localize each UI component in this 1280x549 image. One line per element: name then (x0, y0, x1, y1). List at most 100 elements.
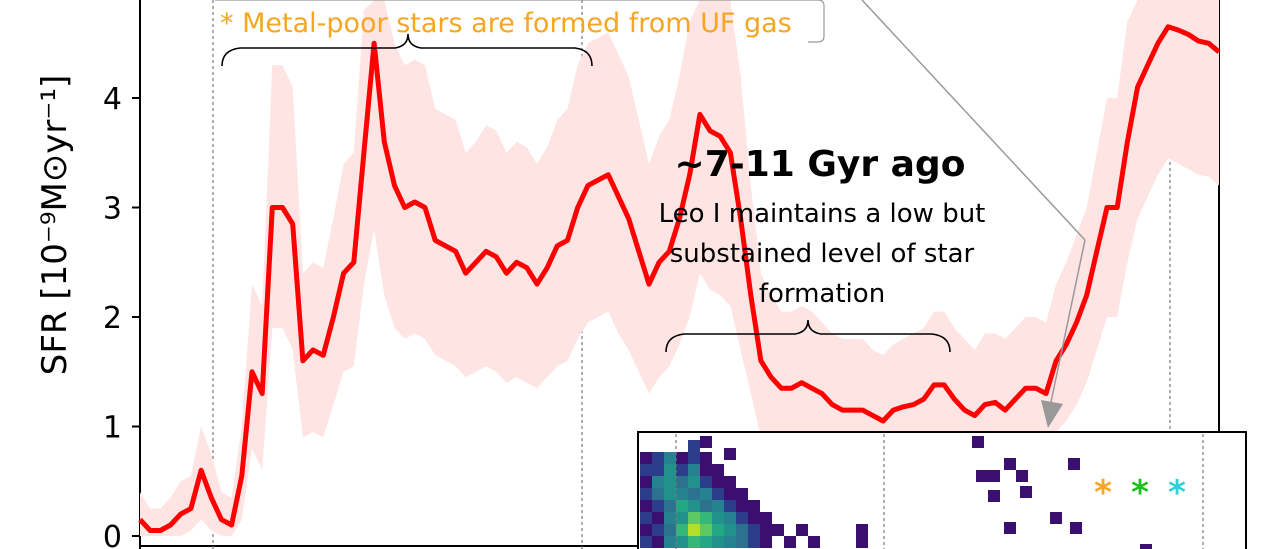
inset-density-cell (760, 524, 772, 536)
inset-density-cell (856, 536, 868, 548)
sfr-uncertainty-band (140, 0, 1219, 536)
inset-density-cell (688, 512, 700, 524)
inset-density-cell (772, 524, 784, 536)
inset-star-green: * (1131, 473, 1149, 513)
y-tick-label: 2 (103, 301, 122, 336)
inset-density-cell (676, 512, 688, 524)
inset-density-cell (676, 524, 688, 536)
inset-density-cell (664, 476, 676, 488)
inset-density-cell (712, 524, 724, 536)
inset-density-cell (700, 512, 712, 524)
inset-density-cell (688, 524, 700, 536)
inset-density-cell (700, 500, 712, 512)
description-line-1: Leo I maintains a low but (659, 199, 986, 229)
inset-density-cell (972, 436, 984, 448)
inset-density-map (640, 436, 1152, 549)
y-axis-label: SFR [10⁻⁹M⊙yr⁻¹] (35, 75, 75, 375)
inset-density-cell (664, 488, 676, 500)
inset-density-cell (652, 464, 664, 476)
inset-density-cell (688, 488, 700, 500)
inset-density-cell (676, 488, 688, 500)
inset-density-cell (640, 452, 652, 464)
inset-star-orange: * (1094, 473, 1112, 513)
inset-density-cell (1004, 458, 1016, 470)
description-line-3: formation (759, 279, 885, 309)
inset-density-cell (640, 524, 652, 536)
inset-density-cell (1070, 522, 1082, 534)
inset-density-cell (676, 476, 688, 488)
inset-density-cell (760, 512, 772, 524)
y-tick-label: 0 (103, 520, 122, 549)
inset-density-cell (640, 512, 652, 524)
inset-density-cell (748, 512, 760, 524)
inset-density-cell (712, 512, 724, 524)
inset-density-cell (736, 512, 748, 524)
inset-density-cell (640, 500, 652, 512)
note-label-box (215, 0, 825, 43)
inset-density-cell (1004, 522, 1016, 534)
inset-density-cell (724, 488, 736, 500)
inset-density-cell (712, 488, 724, 500)
inset-density-cell (724, 476, 736, 488)
inset-density-cell (640, 476, 652, 488)
inset-density-cell (736, 524, 748, 536)
inset-density-cell (784, 536, 796, 548)
inset-density-cell (724, 500, 736, 512)
inset-panel: * * * (637, 431, 1247, 549)
inset-density-cell (976, 470, 988, 482)
inset-density-cell (652, 524, 664, 536)
inset-density-cell (1020, 486, 1032, 498)
description-line-2: substained level of star (670, 239, 975, 269)
inset-density-cell (664, 452, 676, 464)
inset-density-cell (712, 536, 724, 548)
inset-density-cell (652, 512, 664, 524)
inset-density-cell (640, 488, 652, 500)
inset-density-cell (688, 464, 700, 476)
lower-brace (665, 319, 951, 353)
top-brace (221, 33, 593, 67)
inset-density-cell (700, 476, 712, 488)
inset-density-cell (712, 448, 724, 460)
inset-density-cell (676, 464, 688, 476)
period-title: ~7-11 Gyr ago (675, 144, 966, 185)
metal-poor-note: * Metal-poor stars are formed from UF ga… (220, 8, 792, 39)
pointer-line-2 (1050, 239, 1086, 403)
inset-density-cell (796, 524, 808, 536)
inset-density-cell (736, 536, 748, 548)
inset-density-cell (808, 536, 820, 548)
inset-density-cell (676, 452, 688, 464)
inset-density-cell (988, 470, 1000, 482)
inset-density-cell (700, 488, 712, 500)
inset-density-cell (700, 436, 712, 448)
inset-density-cell (700, 452, 712, 464)
inset-density-cell (724, 512, 736, 524)
inset-density-cell (712, 476, 724, 488)
inset-density-cell (688, 440, 700, 452)
inset-density-cell (664, 536, 676, 548)
sfr-series-line (138, 24, 1221, 533)
y-tick-label: 4 (103, 82, 122, 117)
inset-density-cell (652, 488, 664, 500)
inset-density-cell (712, 464, 724, 476)
inset-density-cell (1068, 458, 1080, 470)
pointer-line-1 (861, 0, 1086, 241)
y-ticks: 0 1 2 3 4 5 (103, 0, 140, 549)
inset-density-cell (640, 536, 652, 548)
inset-density-cell (652, 536, 664, 548)
inset-density-cell (1050, 512, 1062, 524)
inset-density-cell (688, 536, 700, 548)
inset-density-cell (688, 452, 700, 464)
y-tick-label: 3 (103, 192, 122, 227)
inset-density-cell (712, 500, 724, 512)
inset-density-cell (688, 500, 700, 512)
inset-density-cell (748, 536, 760, 548)
inset-density-cell (988, 490, 1000, 502)
inset-density-cell (676, 536, 688, 548)
inset-density-cell (724, 536, 736, 548)
inset-density-cell (664, 500, 676, 512)
inset-density-cell (736, 500, 748, 512)
inset-density-cell (664, 512, 676, 524)
inset-density-cell (676, 500, 688, 512)
inset-density-cell (724, 448, 736, 460)
inset-density-cell (688, 476, 700, 488)
